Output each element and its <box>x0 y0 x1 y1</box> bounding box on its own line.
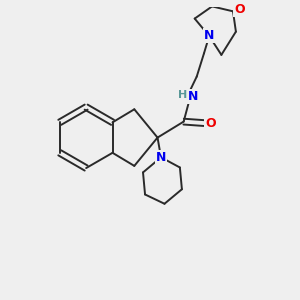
Text: N: N <box>204 29 214 43</box>
Text: O: O <box>205 117 216 130</box>
Text: H: H <box>178 90 187 100</box>
Text: N: N <box>188 90 198 103</box>
Text: N: N <box>156 151 166 164</box>
Text: O: O <box>234 3 245 16</box>
